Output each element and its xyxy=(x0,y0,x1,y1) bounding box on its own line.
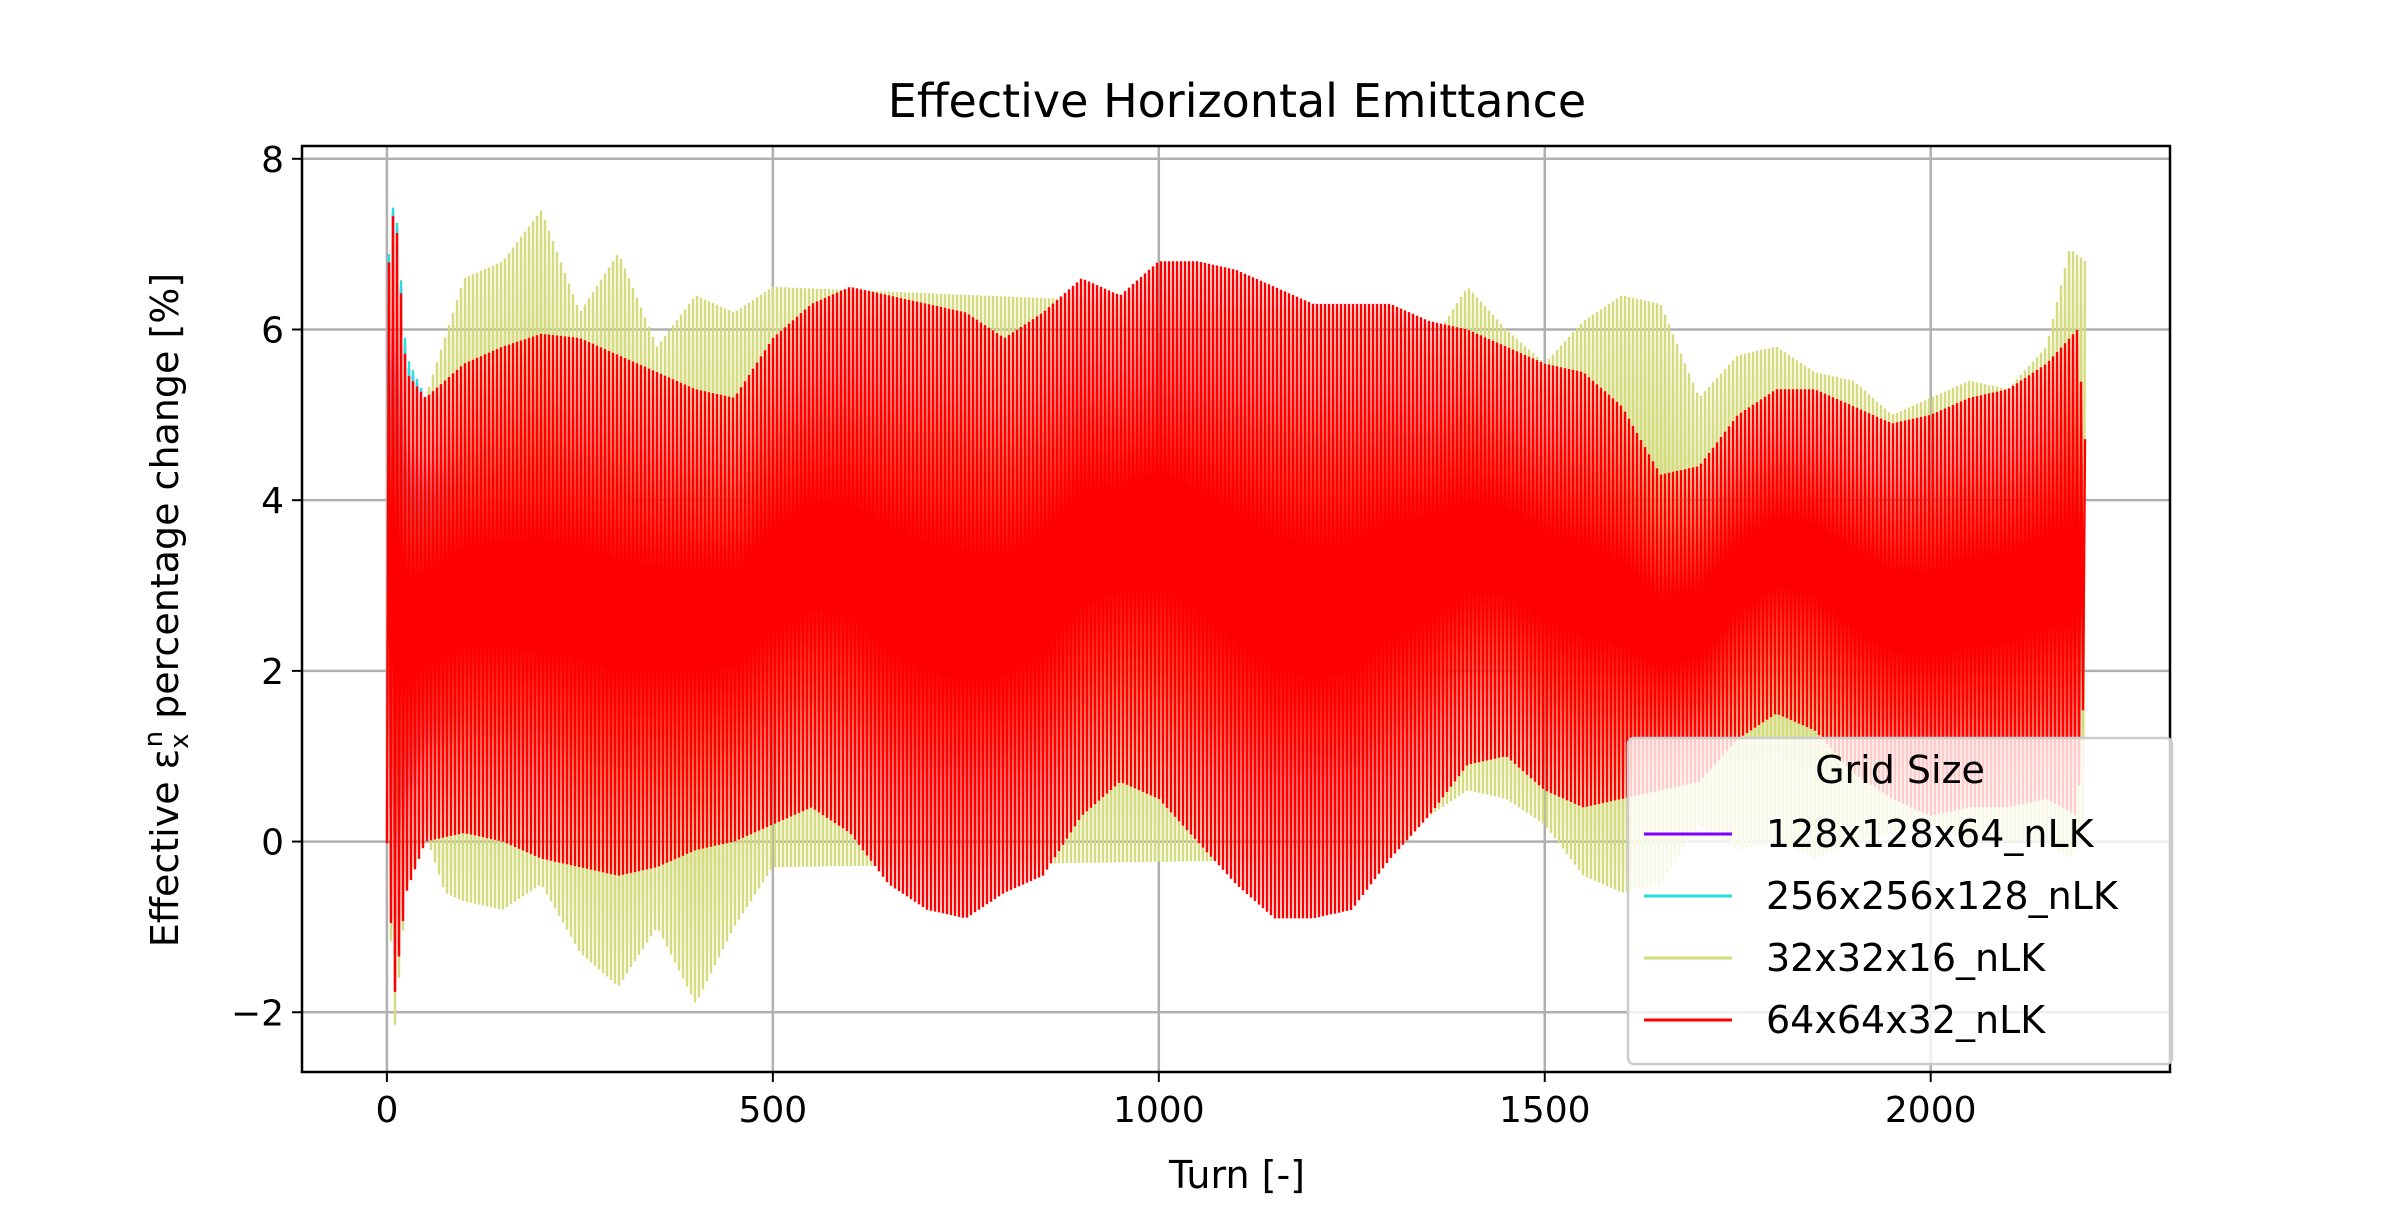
legend-box xyxy=(1626,736,2174,1066)
y-label-suffix: percentage change [%] xyxy=(143,273,187,731)
plot-frame xyxy=(300,144,2172,1074)
legend: Grid Size 128x128x64_nLK 256x256x128_nLK 32… xyxy=(1626,736,2174,1066)
y-tick-label-0: −2 xyxy=(231,993,284,1034)
y-label-prefix: Effective ε xyxy=(143,749,187,947)
series-line-3 xyxy=(385,216,2087,992)
legend-title: Grid Size xyxy=(1815,748,1985,792)
legend-label-1: 256x256x128_nLK xyxy=(1766,874,2119,918)
axis-ticks: 0 500 1000 1500 2000 −2 0 2 4 6 8 xyxy=(231,140,1977,1131)
x-axis-label: Turn [-] xyxy=(1168,1153,1305,1197)
y-axis-label: Effective εxn percentage change [%] xyxy=(139,273,195,947)
x-tick-label-1: 500 xyxy=(739,1090,808,1131)
y-tick-label-4: 6 xyxy=(261,310,284,351)
y-label-superscript: n xyxy=(139,731,169,747)
y-tick-label-2: 2 xyxy=(261,652,284,693)
y-tick-label-3: 4 xyxy=(261,481,284,522)
chart-title: Effective Horizontal Emittance xyxy=(888,74,1586,128)
y-tick-label-1: 0 xyxy=(261,823,284,864)
legend-label-3: 64x64x32_nLK xyxy=(1766,998,2046,1042)
legend-label-0: 128x128x64_nLK xyxy=(1766,812,2095,856)
x-tick-label-0: 0 xyxy=(375,1090,398,1131)
legend-label-2: 32x32x16_nLK xyxy=(1766,936,2046,980)
x-tick-label-2: 1000 xyxy=(1113,1090,1205,1131)
series-group xyxy=(385,207,2087,1025)
x-tick-label-4: 2000 xyxy=(1885,1090,1977,1131)
x-tick-label-3: 1500 xyxy=(1499,1090,1591,1131)
y-label-subscript: x xyxy=(165,733,195,748)
y-tick-label-5: 8 xyxy=(261,140,284,181)
